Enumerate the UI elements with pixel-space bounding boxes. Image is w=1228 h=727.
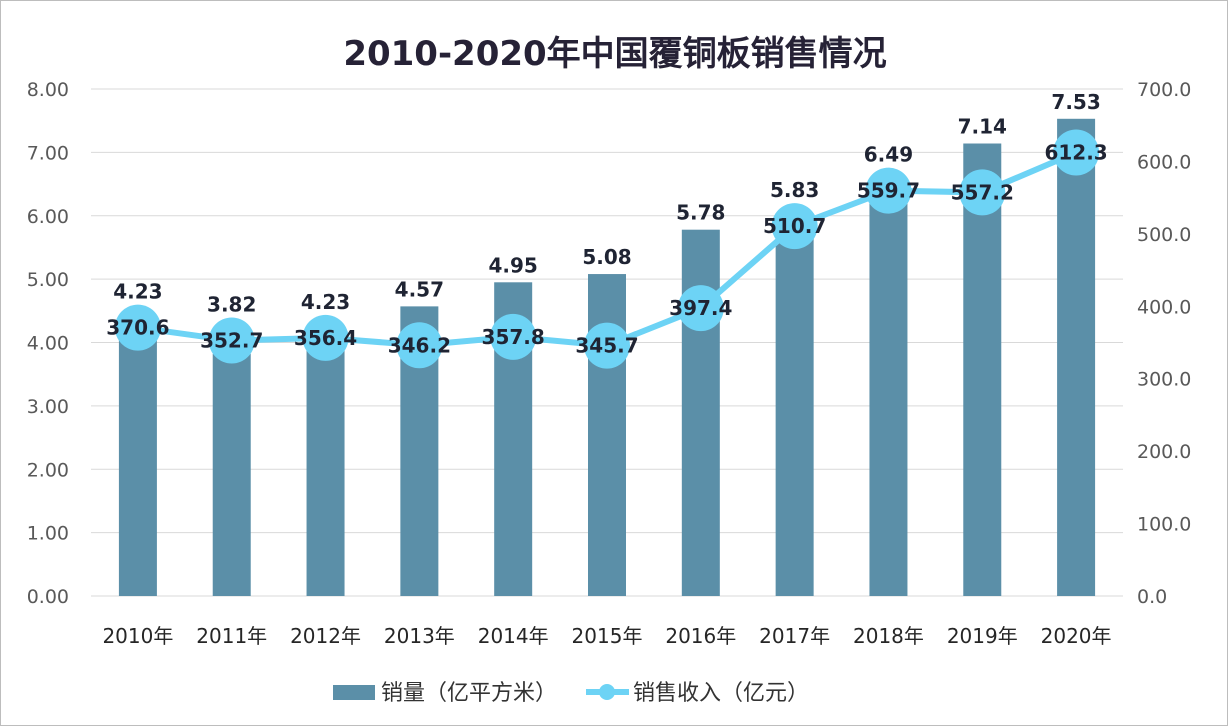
bar-data-label: 3.82: [207, 293, 256, 317]
bar-data-label: 6.49: [864, 143, 913, 167]
bar-data-label: 5.78: [676, 201, 725, 225]
line-data-label: 352.7: [200, 329, 263, 353]
line-data-label: 559.7: [857, 179, 920, 203]
legend-bar-label: 销量（亿平方米）: [381, 681, 557, 706]
line-data-label: 345.7: [575, 334, 638, 358]
line-data-label: 346.2: [388, 333, 451, 357]
bar: [118, 327, 157, 596]
line-marker: [584, 322, 630, 369]
line-marker: [208, 317, 255, 364]
right-tick-label: 0.0: [1137, 586, 1167, 608]
x-tick-label: 2013年: [384, 624, 455, 648]
left-tick-label: 6.00: [27, 206, 69, 228]
left-tick-label: 3.00: [27, 396, 69, 418]
line-marker: [771, 203, 818, 250]
line-data-label: 356.4: [294, 326, 357, 350]
line-marker: [959, 169, 1006, 216]
line-data-label: 612.3: [1044, 141, 1107, 165]
bar: [963, 143, 1002, 596]
line-marker: [677, 285, 724, 332]
bar: [306, 327, 345, 596]
right-tick-label: 500.0: [1137, 224, 1191, 246]
line-marker: [396, 322, 443, 369]
x-tick-label: 2015年: [572, 624, 643, 648]
chart-title: 2010-2020年中国覆铜板销售情况: [343, 34, 886, 74]
left-tick-label: 4.00: [27, 333, 69, 355]
legend-line-label: 销售收入（亿元）: [633, 681, 809, 706]
bar-data-label: 5.83: [770, 178, 819, 202]
x-tick-label: 2018年: [853, 624, 924, 648]
line-marker: [490, 313, 537, 360]
line-data-label: 397.4: [669, 296, 732, 320]
left-tick-label: 2.00: [27, 459, 69, 481]
line-marker: [1053, 129, 1100, 176]
line-data-label: 510.7: [763, 214, 826, 238]
bar: [869, 184, 908, 597]
bar-data-label: 7.14: [958, 115, 1007, 139]
line-marker: [114, 304, 161, 351]
left-tick-label: 7.00: [27, 142, 69, 164]
bar: [1057, 118, 1096, 596]
bar: [588, 274, 626, 596]
line-marker: [865, 167, 912, 214]
right-tick-label: 300.0: [1137, 369, 1191, 391]
line-data-label: 557.2: [951, 180, 1014, 204]
line-data-label: 370.6: [106, 316, 169, 340]
right-tick-label: 700.0: [1137, 79, 1191, 101]
line-marker: [302, 314, 349, 361]
right-tick-label: 200.0: [1137, 441, 1191, 463]
legend-bar-swatch: [333, 685, 375, 700]
x-tick-label: 2019年: [947, 624, 1018, 648]
bar: [212, 353, 251, 596]
bar-data-label: 4.57: [395, 277, 444, 301]
left-tick-label: 5.00: [27, 269, 69, 291]
left-tick-label: 8.00: [27, 79, 69, 101]
x-tick-label: 2011年: [196, 624, 267, 648]
bar-data-label: 5.08: [582, 245, 631, 269]
bar: [775, 226, 814, 596]
bar-data-label: 4.23: [301, 290, 350, 314]
bar-data-label: 4.95: [489, 253, 538, 277]
bar: [681, 229, 720, 596]
legend-line-marker: [599, 684, 615, 700]
x-tick-label: 2012年: [290, 624, 361, 648]
right-tick-label: 400.0: [1137, 296, 1191, 318]
bar-data-label: 4.23: [113, 280, 162, 304]
x-tick-label: 2010年: [102, 624, 173, 648]
right-tick-label: 100.0: [1137, 514, 1191, 536]
left-tick-label: 0.00: [27, 586, 69, 608]
bar-data-label: 7.53: [1051, 90, 1100, 114]
x-tick-label: 2017年: [759, 624, 830, 648]
right-tick-label: 600.0: [1137, 151, 1191, 173]
left-tick-label: 1.00: [27, 523, 69, 545]
line-data-label: 357.8: [482, 325, 545, 349]
x-tick-label: 2014年: [478, 624, 549, 648]
x-tick-label: 2016年: [665, 624, 736, 648]
x-tick-label: 2020年: [1041, 624, 1112, 648]
